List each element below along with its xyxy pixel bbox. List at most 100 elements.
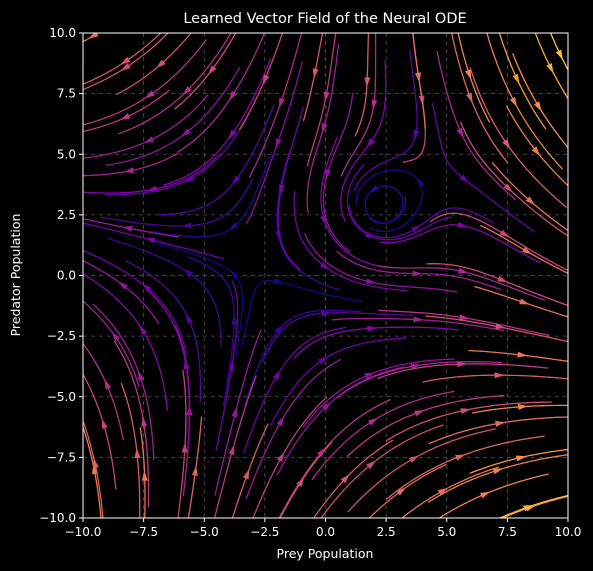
x-tick-label: 10.0 (555, 525, 582, 539)
streamline-arrow-10 (88, 33, 99, 39)
streamline-arrow-70 (367, 325, 378, 332)
streamline-arrow-22 (191, 465, 198, 476)
streamline-arrow-93 (458, 267, 469, 274)
streamline-arrow-4 (111, 331, 120, 342)
streamline-arrow-31 (182, 86, 192, 96)
streamline-arrow-98 (465, 69, 472, 80)
streamline-arrow-20 (144, 90, 155, 99)
streamline-arrow-63 (321, 123, 328, 134)
streamline-arrow-53 (278, 97, 285, 109)
y-tick-label: −7.5 (47, 450, 76, 464)
streamline-arrow-85 (413, 129, 420, 141)
y-tick-label: −5.0 (47, 390, 76, 404)
streamline-arrow-23 (181, 442, 188, 453)
streamline-arrow-3 (104, 379, 112, 390)
y-tick-label: −10.0 (39, 511, 76, 525)
streamline-arrow-1 (93, 458, 99, 469)
streamline-arrow-28 (181, 222, 192, 229)
x-tick-label: 2.5 (377, 525, 396, 539)
streamline-arrow-114 (519, 298, 530, 305)
streamline-arrow-39 (228, 222, 239, 231)
streamline-arrow-84 (416, 177, 425, 188)
streamline-arrow-102 (494, 372, 505, 379)
streamline-arrow-103 (495, 323, 506, 330)
streamline-arrow-108 (509, 96, 518, 108)
streamline-arrow-75 (371, 99, 378, 110)
y-tick-label: 0.0 (57, 269, 76, 283)
streamline-arrow-59 (321, 310, 332, 317)
streamline-arrow-104 (497, 275, 508, 283)
streamline-arrow-40 (231, 175, 241, 186)
streamline-arrow-12 (134, 448, 141, 459)
streamline-arrow-82 (412, 270, 423, 277)
streamline-arrow-45 (276, 451, 285, 462)
streamline-arrow-117 (531, 146, 541, 157)
streamline-arrow-71 (366, 278, 377, 284)
streamline-arrow-119 (546, 63, 554, 74)
streamline-arrow-107 (502, 139, 511, 149)
streamline-arrow-66 (396, 487, 407, 496)
chart-title: Learned Vector Field of the Neural ODE (183, 11, 466, 27)
streamline-arrow-80 (410, 363, 422, 370)
streamline-arrow-2 (102, 418, 108, 429)
x-tick-label: −7.5 (129, 525, 158, 539)
streamline-arrow-51 (278, 184, 285, 195)
streamline-arrow-49 (273, 278, 285, 284)
streamline-arrow-92 (459, 314, 470, 321)
streamline-arrow-74 (366, 138, 375, 148)
streamline-arrow-88 (480, 491, 491, 499)
streamline-arrow-96 (456, 127, 464, 139)
streamline-arrow-43 (208, 65, 217, 75)
streamline-arrow-21 (120, 56, 131, 65)
streamline-arrow-35 (231, 407, 238, 418)
streamline-arrow-32 (156, 59, 166, 69)
streamline-arrow-87 (415, 72, 421, 83)
streamline-arrow-65 (312, 68, 319, 79)
streamline-arrow-73 (369, 184, 379, 193)
streamline-arrow-60 (319, 261, 330, 270)
streamline-arrow-18 (146, 185, 157, 192)
streamline-arrow-110 (523, 505, 534, 512)
y-tick-label: 7.5 (57, 87, 76, 101)
streamline-arrow-17 (145, 237, 156, 244)
streamline-arrow-29 (184, 174, 195, 182)
x-axis-label: Prey Population (277, 546, 374, 561)
streamline-arrow-14 (138, 370, 145, 381)
streamline-arrow-61 (320, 215, 327, 226)
streamline-arrow-69 (364, 372, 375, 379)
streamline-arrow-34 (228, 444, 235, 456)
streamline-arrow-115 (522, 246, 533, 255)
y-axis: −10.0 −7.5 −5.0 −2.5 0.0 2.5 5.0 7.5 10.0 (39, 26, 83, 525)
streamline-arrow-38 (229, 270, 239, 280)
streamline-arrow-89 (455, 454, 466, 461)
streamline-arrow-113 (517, 351, 528, 358)
streamline-arrow-30 (181, 128, 191, 137)
streamline-arrow-91 (457, 361, 468, 368)
streamline-arrow-56 (317, 447, 326, 458)
streamline-arrow-15 (139, 325, 148, 335)
streamline-arrow-120 (555, 49, 563, 60)
x-tick-label: −5.0 (190, 525, 219, 539)
streamline-arrow-54 (262, 74, 270, 85)
y-tick-label: 2.5 (57, 208, 76, 222)
streamline-arrow-55 (340, 474, 350, 484)
streamline-arrow-112 (518, 404, 529, 410)
x-tick-label: −10.0 (65, 525, 102, 539)
y-tick-label: −2.5 (47, 329, 76, 343)
streamline-arrow-47 (272, 370, 281, 381)
streamline-arrow-41 (228, 129, 237, 140)
streamline-arrow-11 (141, 470, 148, 481)
x-tick-label: 0.0 (316, 525, 335, 539)
streamline-arrow-48 (274, 324, 284, 334)
streamline-arrow-109 (512, 73, 520, 85)
streamline-arrow-116 (525, 196, 536, 206)
streamline-arrow-76 (364, 77, 371, 88)
streamline-arrow-33 (242, 469, 250, 480)
streamline-arrow-118 (534, 101, 542, 112)
streamline-arrow-83 (411, 224, 422, 233)
streamline-arrow-95 (459, 174, 470, 183)
streamline-arrow-101 (495, 420, 506, 427)
streamline-arrow-81 (413, 316, 424, 323)
streamline-arrow-105 (499, 229, 510, 238)
